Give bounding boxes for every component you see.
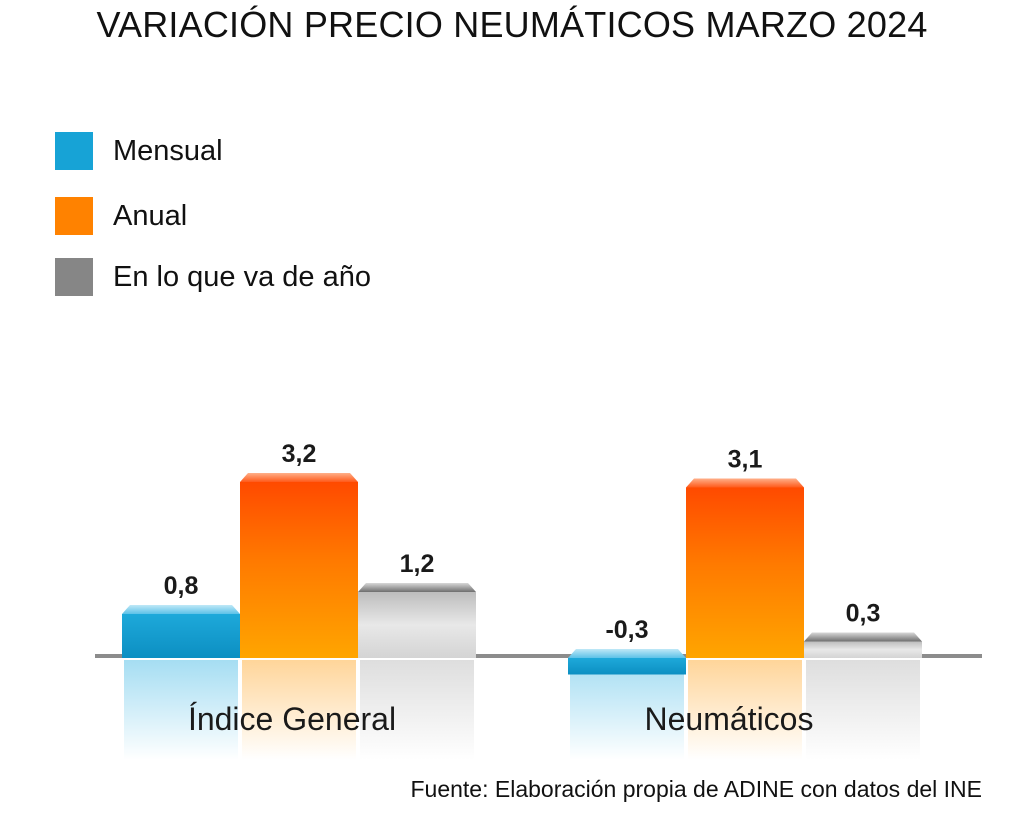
bar-neumaticos-mensual xyxy=(568,658,686,675)
bar-indice-general-anual xyxy=(240,482,358,658)
legend-label-ytd: En lo que va de año xyxy=(113,261,371,293)
bar-indice-general-en-lo-que-va-de-a-o xyxy=(358,592,476,658)
bar-cap-neumaticos-anual xyxy=(686,478,804,488)
value-label-neumaticos-en-lo-que-va-de-a-o: 0,3 xyxy=(846,600,881,628)
bar-cap-neumaticos-mensual xyxy=(568,649,686,658)
bar-reflections xyxy=(124,660,920,760)
bars-group xyxy=(122,473,922,675)
bar-cap-neumaticos-en-lo-que-va-de-a-o xyxy=(804,632,922,642)
source-note: Fuente: Elaboración propia de ADINE con … xyxy=(410,776,982,802)
bar-indice-general-mensual xyxy=(122,614,240,658)
bar-cap-indice-general-anual xyxy=(240,473,358,482)
bar-neumaticos-anual xyxy=(686,487,804,658)
category-label-indice-general: Índice General xyxy=(188,701,396,737)
bar-neumaticos-en-lo-que-va-de-a-o xyxy=(804,641,922,658)
legend-label-mensual: Mensual xyxy=(113,135,223,167)
reflection-indice-general-mensual xyxy=(124,660,238,760)
value-label-indice-general-mensual: 0,8 xyxy=(164,572,199,600)
bar-cap-indice-general-en-lo-que-va-de-a-o xyxy=(358,583,476,592)
value-label-indice-general-en-lo-que-va-de-a-o: 1,2 xyxy=(400,550,435,578)
reflection-neumaticos-en-lo-que-va-de-a-o xyxy=(806,660,920,760)
reflection-neumaticos-mensual xyxy=(570,660,684,760)
chart-title: VARIACIÓN PRECIO NEUMÁTICOS MARZO 2024 xyxy=(96,4,928,45)
value-label-indice-general-anual: 3,2 xyxy=(282,440,317,468)
reflection-neumaticos-anual xyxy=(688,660,802,760)
bar-cap-indice-general-mensual xyxy=(122,605,240,614)
value-label-neumaticos-mensual: -0,3 xyxy=(605,616,648,644)
value-label-neumaticos-anual: 3,1 xyxy=(728,446,763,474)
legend-swatch-anual xyxy=(55,197,93,235)
category-label-neumaticos: Neumáticos xyxy=(645,701,814,737)
value-labels-group: 0,8 3,2 1,2 -0,3 3,1 0,3 xyxy=(164,440,881,644)
legend-swatch-ytd xyxy=(55,258,93,296)
legend-swatch-mensual xyxy=(55,132,93,170)
legend-label-anual: Anual xyxy=(113,200,188,232)
reflection-indice-general-anual xyxy=(242,660,356,760)
reflection-indice-general-en-lo-que-va-de-a-o xyxy=(360,660,474,760)
